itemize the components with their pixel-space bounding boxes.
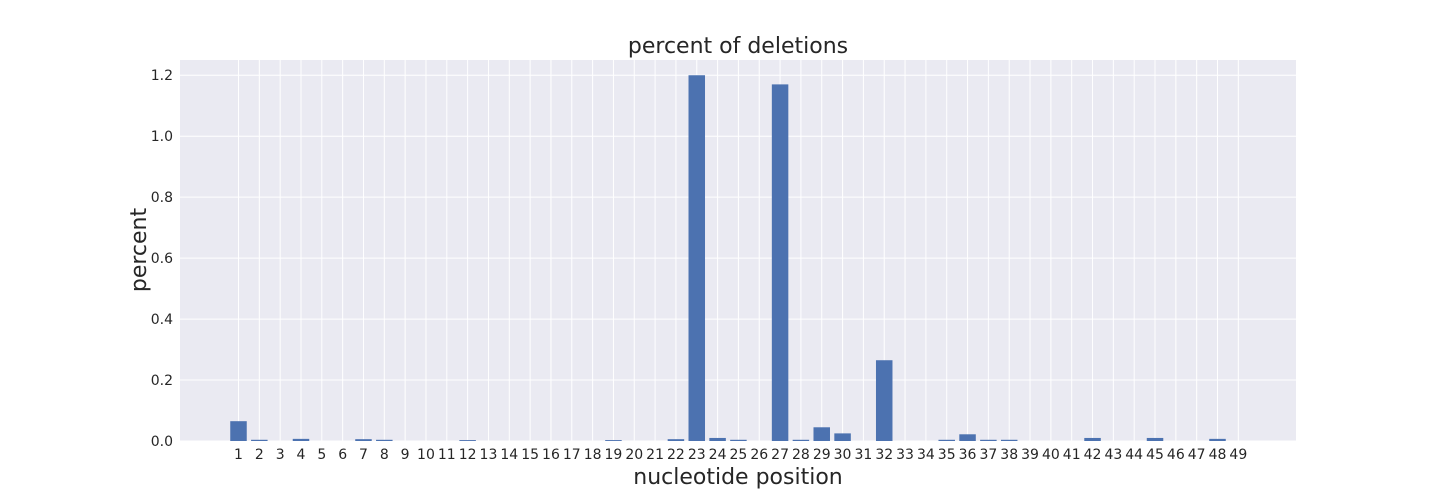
bar-position-19	[605, 440, 622, 441]
x-tick-label: 31	[854, 447, 872, 463]
x-tick-label: 40	[1042, 447, 1060, 463]
chart-title: percent of deletions	[628, 34, 848, 59]
x-tick-label: 42	[1084, 447, 1102, 463]
x-tick-label: 28	[792, 447, 810, 463]
bar-position-48	[1209, 438, 1226, 441]
x-tick-label: 4	[297, 447, 306, 463]
x-tick-label: 21	[646, 447, 664, 463]
y-tick-label: 1.0	[151, 129, 173, 145]
x-tick-label: 34	[917, 447, 935, 463]
x-tick-label: 23	[688, 447, 706, 463]
x-tick-label: 24	[709, 447, 727, 463]
bar-position-36	[959, 434, 976, 441]
y-tick-label: 0.6	[151, 251, 173, 267]
x-tick-label: 43	[1104, 447, 1122, 463]
x-tick-label: 30	[834, 447, 852, 463]
bar-position-37	[980, 439, 997, 441]
x-tick-label: 10	[417, 447, 435, 463]
x-tick-label: 3	[276, 447, 285, 463]
x-tick-label: 33	[896, 447, 914, 463]
x-tick-label: 39	[1021, 447, 1039, 463]
bar-position-12	[459, 440, 476, 441]
x-tick-label: 18	[584, 447, 602, 463]
x-tick-label: 26	[750, 447, 768, 463]
bar-series	[230, 75, 1226, 442]
y-tick-label: 0.8	[151, 190, 173, 206]
x-tick-label: 46	[1167, 447, 1185, 463]
x-tick-label: 32	[875, 447, 893, 463]
bar-position-23	[688, 75, 706, 442]
bar-position-2	[251, 439, 268, 441]
x-tick-label: 11	[438, 447, 456, 463]
y-tick-label: 0.0	[151, 434, 173, 450]
bar-position-4	[292, 438, 310, 441]
bar-position-8	[376, 439, 393, 441]
y-tick-label: 0.4	[151, 312, 173, 328]
x-tick-label: 37	[979, 447, 997, 463]
bar-position-27	[771, 84, 789, 441]
x-tick-label: 17	[563, 447, 581, 463]
bar-position-45	[1146, 437, 1164, 441]
x-tick-label: 36	[959, 447, 977, 463]
bar-position-24	[709, 437, 726, 441]
x-tick-label: 6	[338, 447, 347, 463]
bar-position-22	[667, 439, 685, 441]
x-tick-label: 22	[667, 447, 685, 463]
bar-position-35	[938, 439, 955, 441]
x-tick-label: 29	[813, 447, 831, 463]
x-tick-label: 48	[1209, 447, 1227, 463]
x-tick-label: 20	[625, 447, 643, 463]
bar-position-28	[792, 439, 810, 441]
x-tick-labels: 1 2 3 4 5 6 7 8 9 10 11 12 13 14 15 16 17 18 19 20 21 22 23 24 2…	[234, 447, 1247, 463]
bar-position-38	[1000, 439, 1018, 441]
bar-position-32	[875, 360, 893, 441]
x-tick-label: 12	[459, 447, 477, 463]
bar-position-42	[1084, 437, 1101, 441]
x-tick-label: 9	[401, 447, 410, 463]
x-tick-label: 15	[521, 447, 539, 463]
x-tick-label: 41	[1063, 447, 1081, 463]
x-tick-label: 45	[1146, 447, 1164, 463]
y-tick-labels: 0.0 0.2 0.4 0.6 0.8 1.0 1.2	[151, 68, 173, 450]
bar-position-1	[230, 421, 247, 441]
x-tick-label: 5	[317, 447, 326, 463]
x-tick-label: 19	[605, 447, 623, 463]
bar-position-25	[730, 439, 747, 441]
bar-position-7	[355, 439, 372, 441]
x-tick-label: 2	[255, 447, 264, 463]
bar-position-29	[813, 427, 830, 441]
x-tick-label: 1	[234, 447, 243, 463]
bar-position-30	[834, 433, 851, 441]
x-tick-label: 38	[1000, 447, 1018, 463]
x-axis-label: nucleotide position	[633, 465, 842, 490]
vertical-gridlines	[238, 60, 1239, 441]
y-axis-label: percent	[127, 207, 152, 292]
x-tick-label: 25	[730, 447, 748, 463]
y-tick-label: 0.2	[151, 373, 173, 389]
y-tick-label: 1.2	[151, 68, 173, 84]
x-tick-label: 35	[938, 447, 956, 463]
x-tick-label: 14	[500, 447, 518, 463]
x-tick-label: 13	[480, 447, 498, 463]
x-tick-label: 27	[771, 447, 789, 463]
x-tick-label: 7	[359, 447, 368, 463]
x-tick-label: 8	[380, 447, 389, 463]
x-tick-label: 44	[1125, 447, 1143, 463]
x-tick-label: 49	[1229, 447, 1247, 463]
x-tick-label: 16	[542, 447, 560, 463]
x-tick-label: 47	[1188, 447, 1206, 463]
